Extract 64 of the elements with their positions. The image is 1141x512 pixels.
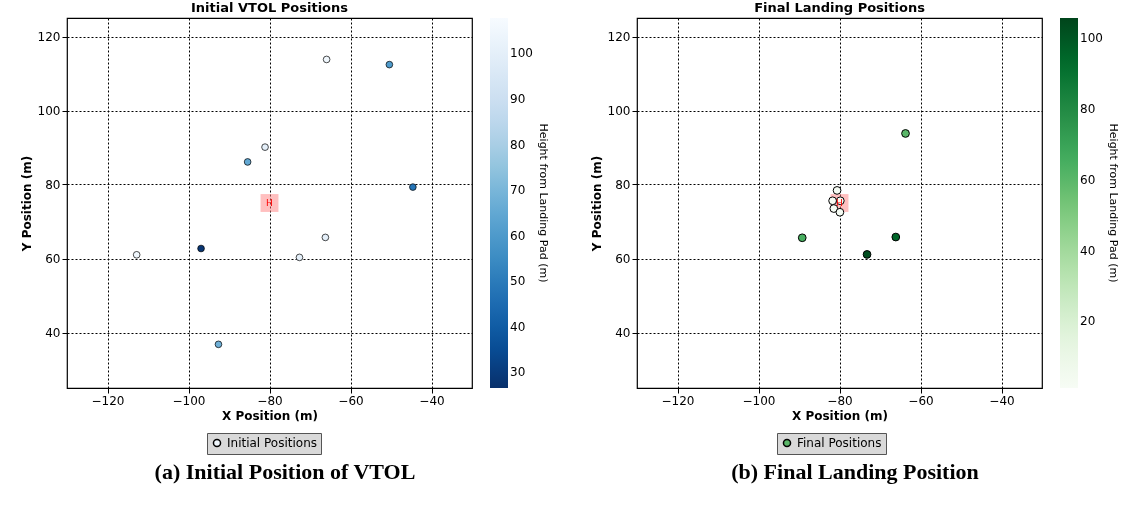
point xyxy=(835,207,845,217)
color-bar-title: Height from Landing Pad (m) xyxy=(1107,123,1120,283)
point xyxy=(243,158,252,166)
text: (b) Final Landing Position xyxy=(731,459,979,485)
x-tick-label: −120 xyxy=(661,393,695,408)
color-bar-label: 100 xyxy=(1080,31,1103,46)
point xyxy=(828,196,837,206)
color-bar-label: 60 xyxy=(510,228,526,243)
point xyxy=(261,143,269,151)
point xyxy=(891,232,901,242)
y-tick-label: 120 xyxy=(607,30,631,44)
x-tick-label: −60 xyxy=(338,393,364,408)
point xyxy=(385,60,394,69)
chart-title: Initial VTOL Positions xyxy=(190,0,349,15)
x-tick-label: −80 xyxy=(827,393,853,408)
x-axis-title: X Position (m) xyxy=(791,408,889,423)
y-axis-title: Y Position (m) xyxy=(589,155,604,253)
color-bar-label: 100 xyxy=(510,46,533,61)
y-tick-label: 100 xyxy=(607,104,631,118)
color-bar-title: Height from Landing Pad (m) xyxy=(537,123,550,283)
x-tick-label: −120 xyxy=(91,393,125,408)
color-bar-label: 40 xyxy=(1080,243,1096,258)
color-bar-label: 90 xyxy=(510,92,526,107)
color-bar-label: 80 xyxy=(510,137,526,152)
color-bar-label: 30 xyxy=(510,365,526,380)
point xyxy=(797,233,807,243)
legend-label: Final Positions xyxy=(797,436,882,450)
y-tick-label: 60 xyxy=(45,252,61,266)
color-bar-label: 70 xyxy=(510,183,526,198)
text: (a) Initial Position of VTOL xyxy=(154,459,416,485)
point xyxy=(409,183,417,191)
y-tick-label: 120 xyxy=(37,30,61,44)
y-axis-title: Y Position (m) xyxy=(19,155,34,253)
y-tick-label: 100 xyxy=(37,104,61,118)
point xyxy=(322,55,331,64)
color-bar-label: 60 xyxy=(1080,172,1096,187)
x-tick-label: −60 xyxy=(908,393,934,408)
x-tick-label: −80 xyxy=(257,393,283,408)
legend-label: Initial Positions xyxy=(227,436,317,450)
color-bar-label: 40 xyxy=(510,319,526,334)
point xyxy=(132,251,141,259)
point xyxy=(295,253,304,262)
y-tick-label: 40 xyxy=(615,326,631,340)
y-tick-label: 60 xyxy=(615,252,631,266)
y-tick-label: 80 xyxy=(615,178,631,192)
point xyxy=(321,233,330,242)
annotation: H xyxy=(266,198,273,208)
y-tick-label: 80 xyxy=(45,178,61,192)
point xyxy=(832,186,842,195)
color-bar-label: 20 xyxy=(1080,314,1096,329)
x-tick-label: −40 xyxy=(419,393,445,408)
x-axis-title: X Position (m) xyxy=(221,408,319,423)
x-tick-label: −100 xyxy=(172,393,206,408)
point xyxy=(862,250,872,259)
annotation: H xyxy=(836,198,843,208)
x-tick-label: −40 xyxy=(989,393,1015,408)
chart-title: Final Landing Positions xyxy=(754,0,926,15)
point xyxy=(901,129,910,138)
x-tick-label: −100 xyxy=(742,393,776,408)
point xyxy=(214,340,223,349)
point xyxy=(197,244,205,253)
color-bar-label: 50 xyxy=(510,274,526,289)
y-tick-label: 40 xyxy=(45,326,61,340)
color-bar-label: 80 xyxy=(1080,102,1096,117)
